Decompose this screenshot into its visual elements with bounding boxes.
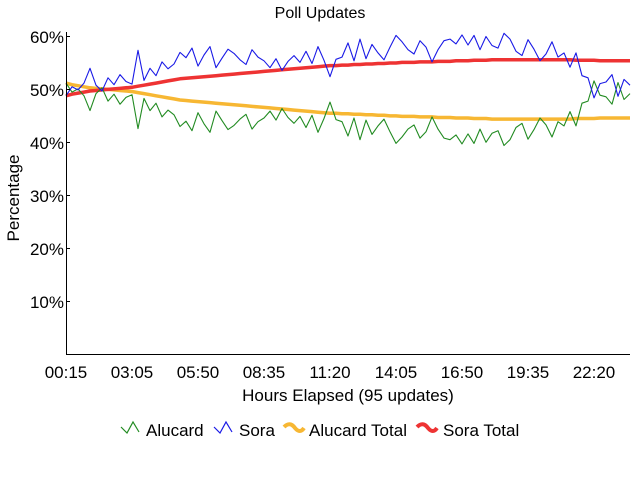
legend-item-alucard-total: Alucard Total [282,421,407,440]
plot-area [65,32,631,147]
x-tick-label: 08:35 [243,363,286,382]
x-tick-label: 16:50 [441,363,484,382]
y-tick-label: 60% [30,28,64,47]
legend-item-sora-total: Sora Total [415,421,519,440]
series-line-alucard-total [65,81,630,121]
y-tick-label: 20% [30,240,64,259]
legend-label-sora-total: Sora Total [443,421,519,440]
x-tick-label: 11:20 [309,363,350,382]
legend-item-alucard: Alucard [120,420,204,440]
series-line-sora-total [65,58,630,98]
legend-label-sora: Sora [239,421,275,440]
legend: Alucard Sora Alucard Total Sora Total [120,420,519,440]
y-axis-label: Percentage [4,155,23,242]
y-tick-label: 30% [30,187,64,206]
x-tick-label: 14:05 [375,363,418,382]
y-tick-label: 10% [30,293,64,312]
legend-label-alucard-total: Alucard Total [309,421,407,440]
x-tick-label: 05:50 [177,363,220,382]
chart-title: Poll Updates [275,5,366,22]
y-tick-label: 50% [30,81,64,100]
legend-label-alucard: Alucard [146,421,204,440]
legend-swatch-sora [213,420,233,434]
legend-swatch-sora-total [415,422,439,433]
series-line-sora [65,32,631,99]
x-tick-label: 03:05 [111,363,154,382]
x-tick-label: 00:15 [45,363,88,382]
legend-item-sora: Sora [213,420,275,440]
legend-swatch-alucard-total [282,422,306,433]
y-ticks: 10% 20% 30% 40% 50% 60% [30,28,70,312]
x-ticks: 00:15 03:05 05:50 08:35 11:20 14:05 16:5… [45,363,616,382]
legend-swatch-alucard [120,420,140,434]
x-tick-label: 19:35 [507,363,550,382]
x-axis-label: Hours Elapsed (95 updates) [242,386,454,405]
y-tick-label: 40% [30,134,64,153]
x-tick-label: 22:20 [573,363,616,382]
series-line-alucard [65,80,631,147]
